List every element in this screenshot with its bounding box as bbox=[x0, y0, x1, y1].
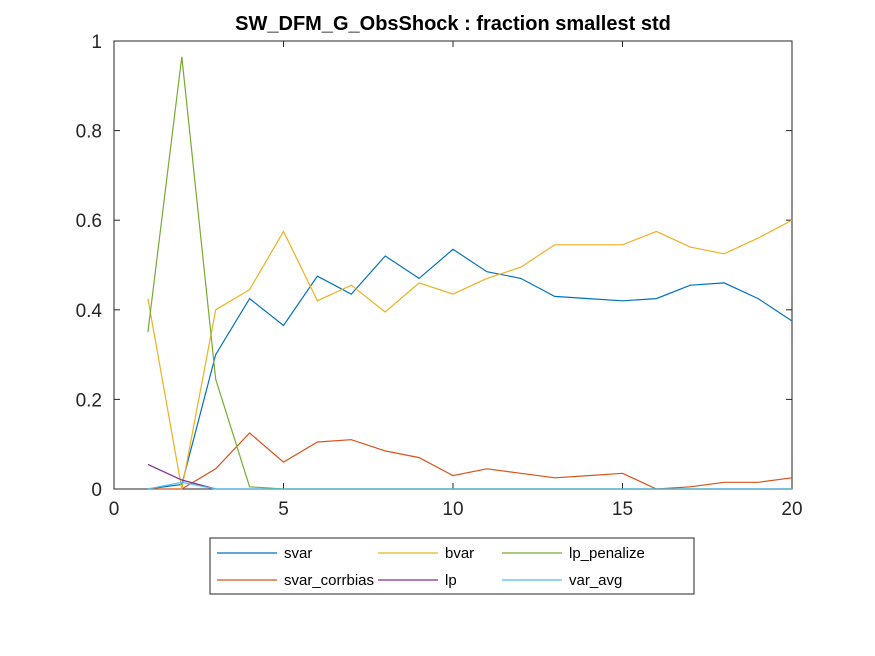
legend-label: svar bbox=[284, 545, 312, 562]
legend-label: lp bbox=[445, 572, 457, 589]
x-tick-label: 0 bbox=[109, 499, 120, 520]
x-tick-label: 20 bbox=[781, 499, 802, 520]
x-tick-label: 15 bbox=[612, 499, 633, 520]
y-tick-label: 0.4 bbox=[76, 301, 103, 322]
legend-label: lp_penalize bbox=[569, 545, 645, 562]
y-tick-label: 0.8 bbox=[76, 122, 102, 143]
series-line-var-avg bbox=[147, 481, 792, 490]
y-tick-label: 0.6 bbox=[76, 211, 102, 232]
chart-title: SW_DFM_G_ObsShock : fraction smallest st… bbox=[235, 13, 671, 35]
legend-box bbox=[209, 537, 695, 595]
y-tick-label: 0.2 bbox=[76, 390, 102, 411]
series-line-svar bbox=[147, 248, 793, 490]
series-lines bbox=[147, 56, 793, 490]
axis-ticks: 0 5 10 15 20 0 0.2 0.4 0.6 0.8 1 bbox=[76, 32, 803, 520]
legend: svar bvar lp_penalize svar_corrbias lp var_av… bbox=[209, 537, 695, 595]
y-tick-label: 1 bbox=[91, 32, 102, 53]
x-tick-label: 10 bbox=[442, 499, 463, 520]
legend-label: bvar bbox=[445, 545, 474, 562]
legend-label: var_avg bbox=[569, 572, 622, 589]
x-tick-label: 5 bbox=[278, 499, 289, 520]
series-line-svar-corrbias bbox=[147, 432, 793, 490]
y-tick-label: 0 bbox=[91, 480, 102, 501]
series-line-bvar bbox=[147, 219, 793, 490]
legend-label: svar_corrbias bbox=[284, 572, 374, 589]
plot-area bbox=[113, 40, 793, 490]
